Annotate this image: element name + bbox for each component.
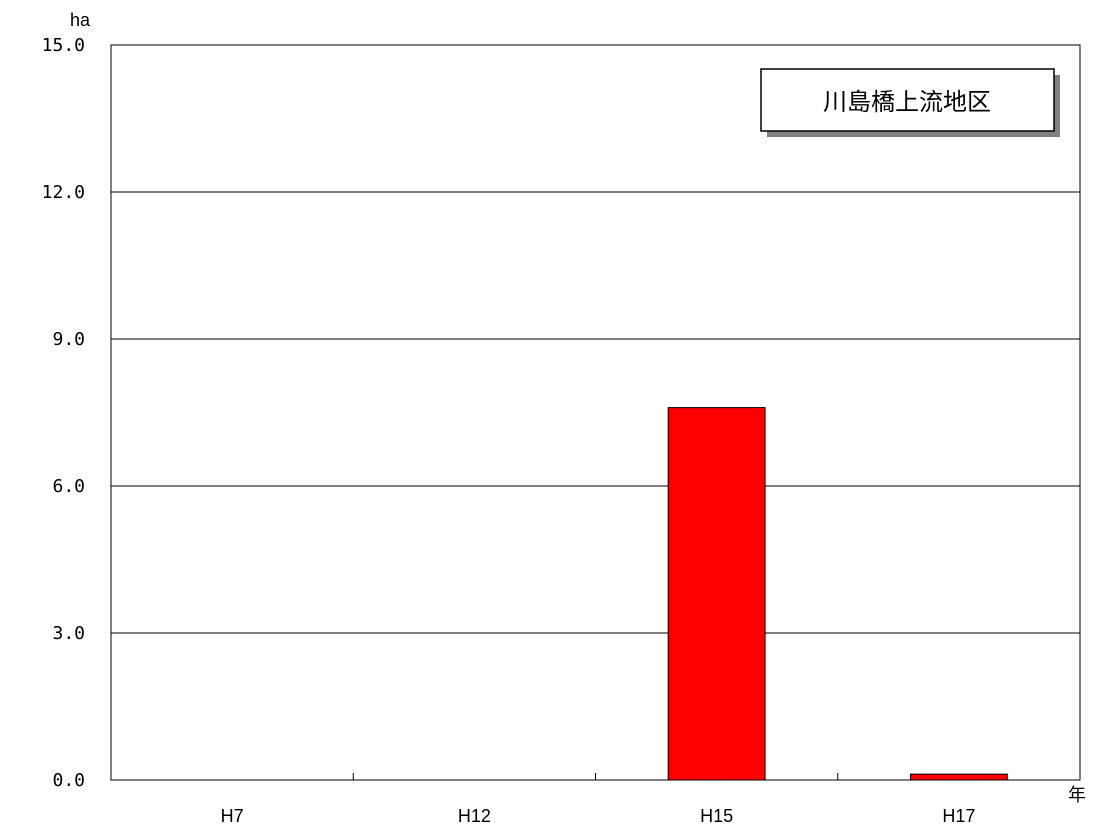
y-tick-label: 12.0 [42,182,85,203]
plot-area-frame [110,44,1081,781]
x-axis-category-labels: H7 H12 H15 H17 [221,806,976,826]
y-tick-label: 0.0 [52,770,85,791]
bar-H15 [667,407,766,781]
y-axis-tick-labels: 0.0 3.0 6.0 9.0 12.0 15.0 [42,35,85,791]
x-axis-unit-label: 年 [1068,785,1086,805]
x-category-label: H17 [942,806,975,826]
grid-lines [111,191,1080,634]
x-category-label: H15 [700,806,733,826]
chart-title: 川島橋上流地区 [823,88,991,116]
y-tick-label: 9.0 [52,329,85,350]
y-tick-label: 15.0 [42,35,85,56]
chart-title-box: 川島橋上流地区 [760,68,1060,137]
y-tick-label: 3.0 [52,623,85,644]
x-category-label: H7 [221,806,244,826]
y-axis-unit-label: ha [70,10,91,30]
x-category-label: H12 [458,806,491,826]
x-axis-ticks [352,773,839,780]
bars [667,407,1008,781]
bar-H17 [909,773,1008,781]
y-tick-label: 6.0 [52,476,85,497]
title-box [760,68,1055,132]
